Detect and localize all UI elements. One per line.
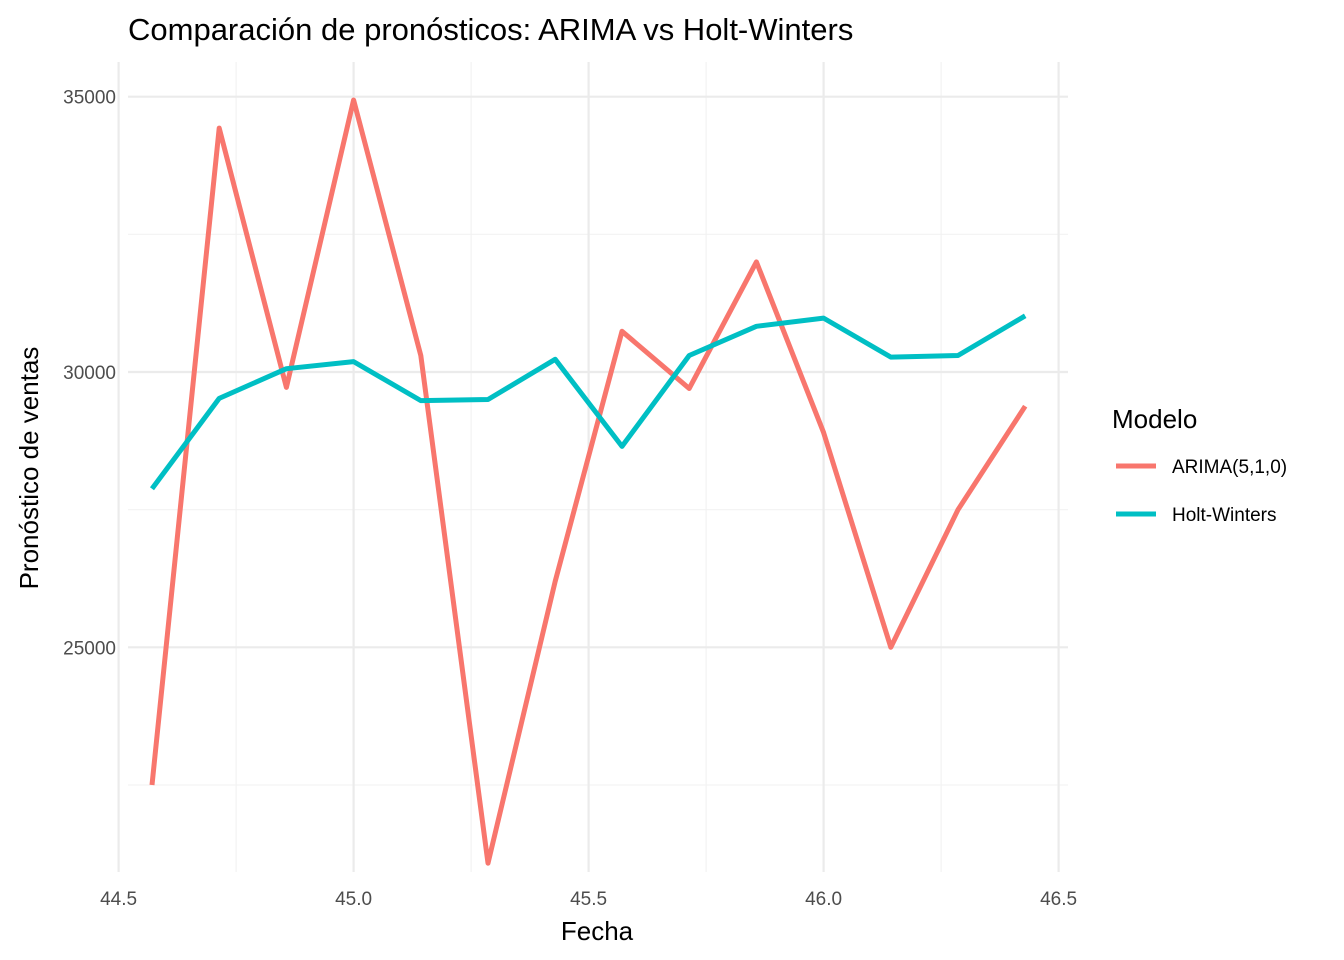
y-axis-title: Pronóstico de ventas: [14, 347, 44, 590]
x-tick-label-0: 44.5: [100, 889, 137, 910]
y-tick-label-1: 30000: [63, 363, 116, 384]
chart-title: Comparación de pronósticos: ARIMA vs Hol…: [128, 12, 853, 47]
legend-title: Modelo: [1112, 404, 1197, 434]
legend: Modelo ARIMA(5,1,0) Holt-Winters: [1112, 404, 1287, 526]
legend-label-holt-winters: Holt-Winters: [1172, 505, 1277, 526]
series-lines: [149, 97, 1028, 866]
legend-label-arima-5-1-0: ARIMA(5,1,0): [1172, 457, 1287, 478]
x-tick-label-4: 46.5: [1040, 889, 1077, 910]
x-tick-labels: 44.5 45.0 45.5 46.0 46.5: [100, 889, 1077, 910]
grid: [117, 62, 1068, 872]
y-tick-label-2: 35000: [63, 88, 116, 109]
x-tick-label-2: 45.5: [570, 889, 607, 910]
y-tick-labels: 25000 30000 35000: [63, 88, 116, 660]
y-tick-label-0: 25000: [63, 638, 116, 659]
x-tick-label-3: 46.0: [805, 889, 842, 910]
x-axis-title: Fecha: [561, 916, 634, 946]
series-line-holt-winters: [149, 313, 1027, 491]
series-line-arima-5-1-0: [149, 97, 1028, 866]
x-tick-label-1: 45.0: [335, 889, 372, 910]
legend-items: ARIMA(5,1,0) Holt-Winters: [1116, 457, 1287, 526]
